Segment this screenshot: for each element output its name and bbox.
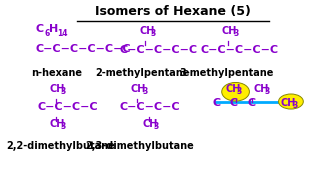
Text: CH: CH xyxy=(225,84,241,94)
Text: 2-methylpentane: 2-methylpentane xyxy=(95,68,189,78)
Text: 3: 3 xyxy=(233,29,238,38)
Text: CH: CH xyxy=(131,84,146,94)
Text: 6: 6 xyxy=(45,29,50,38)
Text: 3: 3 xyxy=(264,87,270,96)
Text: n-hexane: n-hexane xyxy=(31,68,82,78)
Text: CH: CH xyxy=(49,84,64,94)
Text: CH: CH xyxy=(281,98,296,108)
Text: C−C−C−C−C−C: C−C−C−C−C−C xyxy=(36,44,132,54)
Text: 3: 3 xyxy=(292,101,297,110)
Text: 3-methylpentane: 3-methylpentane xyxy=(180,68,274,78)
Text: 3: 3 xyxy=(237,87,242,96)
Text: C: C xyxy=(247,98,255,108)
Text: CH: CH xyxy=(222,26,237,36)
Text: 2,2-dimethylbutane: 2,2-dimethylbutane xyxy=(6,141,115,150)
Text: C−C−C−C−C: C−C−C−C−C xyxy=(201,45,279,55)
Text: CH: CH xyxy=(253,84,268,94)
Ellipse shape xyxy=(278,94,303,109)
Text: Isomers of Hexane (5): Isomers of Hexane (5) xyxy=(95,5,251,18)
Text: H: H xyxy=(49,24,58,34)
Text: 2,3-dimethylbutane: 2,3-dimethylbutane xyxy=(85,141,194,150)
Text: CH: CH xyxy=(140,26,155,36)
Text: C: C xyxy=(212,98,220,108)
Text: 3: 3 xyxy=(60,122,66,131)
Text: 3: 3 xyxy=(154,122,159,131)
Text: CH: CH xyxy=(143,119,158,129)
Text: 14: 14 xyxy=(58,29,68,38)
Ellipse shape xyxy=(222,82,249,101)
Text: C: C xyxy=(229,98,237,108)
Text: C−C−C−C: C−C−C−C xyxy=(37,102,98,112)
Text: C−C−C−C−C: C−C−C−C−C xyxy=(119,45,197,55)
Text: 3: 3 xyxy=(142,87,147,96)
Text: C−C−C−C: C−C−C−C xyxy=(119,102,180,112)
Text: CH: CH xyxy=(49,119,64,129)
Text: 3: 3 xyxy=(60,87,66,96)
Text: 3: 3 xyxy=(151,29,156,38)
Text: C: C xyxy=(36,24,44,34)
